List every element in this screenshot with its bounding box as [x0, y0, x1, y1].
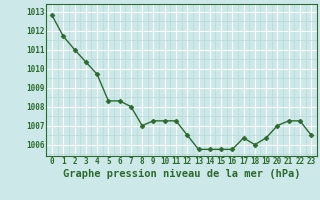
- X-axis label: Graphe pression niveau de la mer (hPa): Graphe pression niveau de la mer (hPa): [63, 169, 300, 179]
